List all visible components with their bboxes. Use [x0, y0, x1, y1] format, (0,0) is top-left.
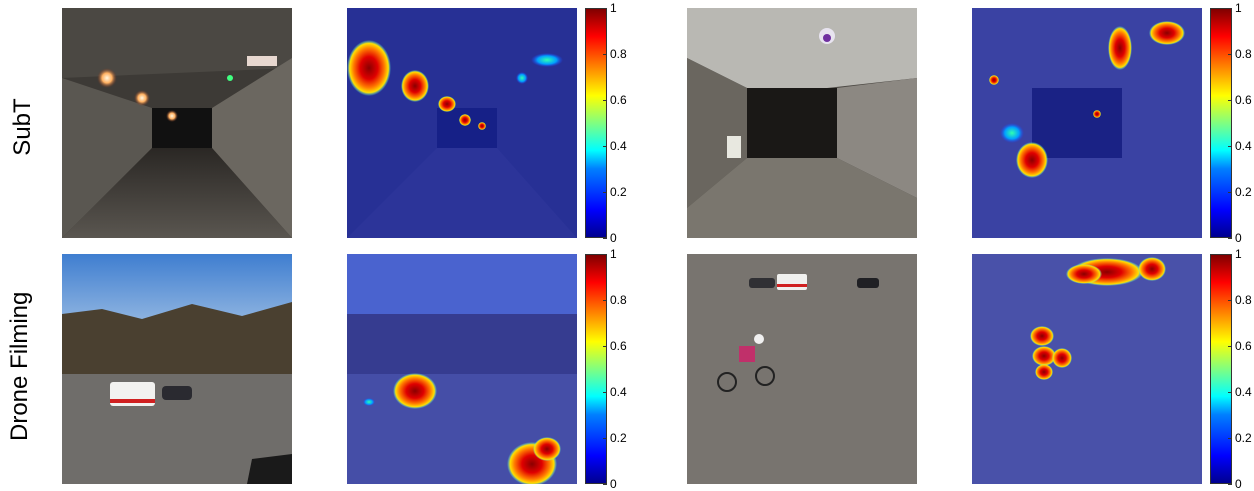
- colorbar-2: [1210, 8, 1232, 238]
- colorbar-tick-label: 0.6: [1235, 339, 1252, 353]
- colorbar-tick-label: 1: [1235, 247, 1242, 261]
- drone-photo-1: [62, 254, 292, 484]
- colorbar-tick-label: 0.4: [1235, 139, 1252, 153]
- colorbar-tick-mark: [603, 54, 607, 55]
- colorbar-tick-mark: [603, 300, 607, 301]
- colorbar-tick-mark: [603, 192, 607, 193]
- colorbar-tick-mark: [603, 346, 607, 347]
- colorbar-tick-mark: [603, 8, 607, 9]
- colorbar-tick-label: 0.6: [1235, 93, 1252, 107]
- colorbar-tick-label: 0.8: [1235, 293, 1252, 307]
- colorbar-tick-label: 0.2: [610, 185, 627, 199]
- row-label-drone-filming: Drone Filming: [6, 291, 33, 441]
- colorbar-tick-label: 0.2: [1235, 431, 1252, 445]
- subt-photo-2: [687, 8, 917, 238]
- colorbar-3: [585, 254, 607, 484]
- field-cyclist-scene-image: [687, 254, 917, 484]
- subt-heatmap-1: [347, 8, 577, 238]
- subt-heatmap-2: [972, 8, 1202, 238]
- tunnel-person-attention-map: [972, 8, 1202, 238]
- colorbar-tick-mark: [603, 238, 607, 239]
- colorbar-tick-mark: [1228, 192, 1232, 193]
- colorbar-tick-label: 0: [610, 477, 617, 491]
- colorbar-tick-label: 0.4: [610, 385, 627, 399]
- drone-heatmap-2: [972, 254, 1202, 484]
- colorbar-tick-label: 1: [610, 247, 617, 261]
- colorbar-tick-label: 0: [1235, 231, 1242, 245]
- colorbar-tick-mark: [603, 146, 607, 147]
- colorbar-tick-label: 0.6: [610, 339, 627, 353]
- colorbar-tick-mark: [1228, 300, 1232, 301]
- colorbar-tick-label: 1: [610, 1, 617, 15]
- colorbar-tick-mark: [1228, 254, 1232, 255]
- colorbar-tick-label: 0.8: [610, 293, 627, 307]
- tunnel-attention-map: [347, 8, 577, 238]
- colorbar-tick-mark: [1228, 146, 1232, 147]
- drone-photo-2: [687, 254, 917, 484]
- colorbar-tick-mark: [603, 100, 607, 101]
- drone-heatmap-1: [347, 254, 577, 484]
- colorbar-4: [1210, 254, 1232, 484]
- colorbar-tick-mark: [1228, 238, 1232, 239]
- tunnel-scene-image: [62, 8, 292, 238]
- colorbar-tick-label: 1: [1235, 1, 1242, 15]
- colorbar-tick-mark: [1228, 100, 1232, 101]
- field-ambulance-attention-map: [347, 254, 577, 484]
- colorbar-tick-mark: [603, 392, 607, 393]
- colorbar-tick-label: 0.2: [610, 431, 627, 445]
- field-cyclist-attention-map: [972, 254, 1202, 484]
- colorbar-1: [585, 8, 607, 238]
- colorbar-tick-label: 0.2: [1235, 185, 1252, 199]
- colorbar-tick-label: 0: [610, 231, 617, 245]
- field-ambulance-scene-image: [62, 254, 292, 484]
- subt-photo-1: [62, 8, 292, 238]
- colorbar-tick-mark: [1228, 392, 1232, 393]
- colorbar-tick-label: 0.8: [610, 47, 627, 61]
- colorbar-tick-mark: [603, 254, 607, 255]
- colorbar-tick-label: 0.4: [610, 139, 627, 153]
- colorbar-tick-mark: [1228, 54, 1232, 55]
- colorbar-tick-label: 0.8: [1235, 47, 1252, 61]
- tunnel-person-scene-image: [687, 8, 917, 238]
- colorbar-tick-mark: [1228, 438, 1232, 439]
- colorbar-tick-mark: [603, 438, 607, 439]
- colorbar-tick-mark: [603, 484, 607, 485]
- colorbar-tick-mark: [1228, 484, 1232, 485]
- colorbar-tick-label: 0.4: [1235, 385, 1252, 399]
- colorbar-tick-label: 0: [1235, 477, 1242, 491]
- colorbar-tick-label: 0.6: [610, 93, 627, 107]
- row-label-subt: SubT: [9, 98, 36, 156]
- colorbar-tick-mark: [1228, 8, 1232, 9]
- colorbar-tick-mark: [1228, 346, 1232, 347]
